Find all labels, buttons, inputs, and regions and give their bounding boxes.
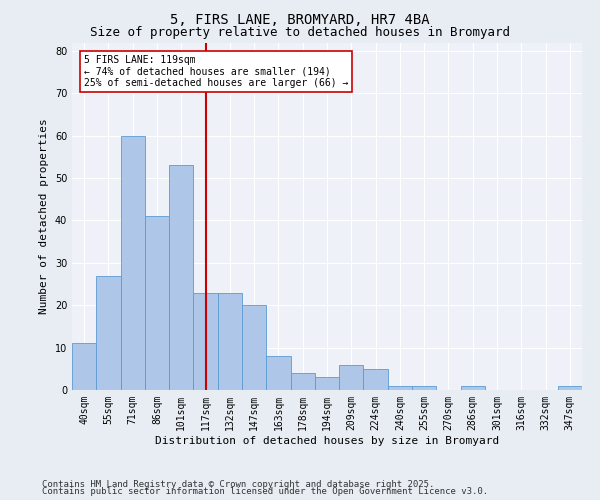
Bar [121,136,145,390]
Bar [169,166,193,390]
Bar [412,386,436,390]
Bar [388,386,412,390]
Bar [218,292,242,390]
Bar [339,364,364,390]
Bar [266,356,290,390]
Bar [242,305,266,390]
Bar [290,373,315,390]
Bar [558,386,582,390]
Bar [96,276,121,390]
Text: Size of property relative to detached houses in Bromyard: Size of property relative to detached ho… [90,26,510,39]
Text: Contains public sector information licensed under the Open Government Licence v3: Contains public sector information licen… [42,488,488,496]
X-axis label: Distribution of detached houses by size in Bromyard: Distribution of detached houses by size … [155,436,499,446]
Text: 5, FIRS LANE, BROMYARD, HR7 4BA: 5, FIRS LANE, BROMYARD, HR7 4BA [170,12,430,26]
Bar [364,369,388,390]
Y-axis label: Number of detached properties: Number of detached properties [39,118,49,314]
Bar [72,344,96,390]
Text: 5 FIRS LANE: 119sqm
← 74% of detached houses are smaller (194)
25% of semi-detac: 5 FIRS LANE: 119sqm ← 74% of detached ho… [84,55,349,88]
Text: Contains HM Land Registry data © Crown copyright and database right 2025.: Contains HM Land Registry data © Crown c… [42,480,434,489]
Bar [193,292,218,390]
Bar [145,216,169,390]
Bar [461,386,485,390]
Bar [315,378,339,390]
